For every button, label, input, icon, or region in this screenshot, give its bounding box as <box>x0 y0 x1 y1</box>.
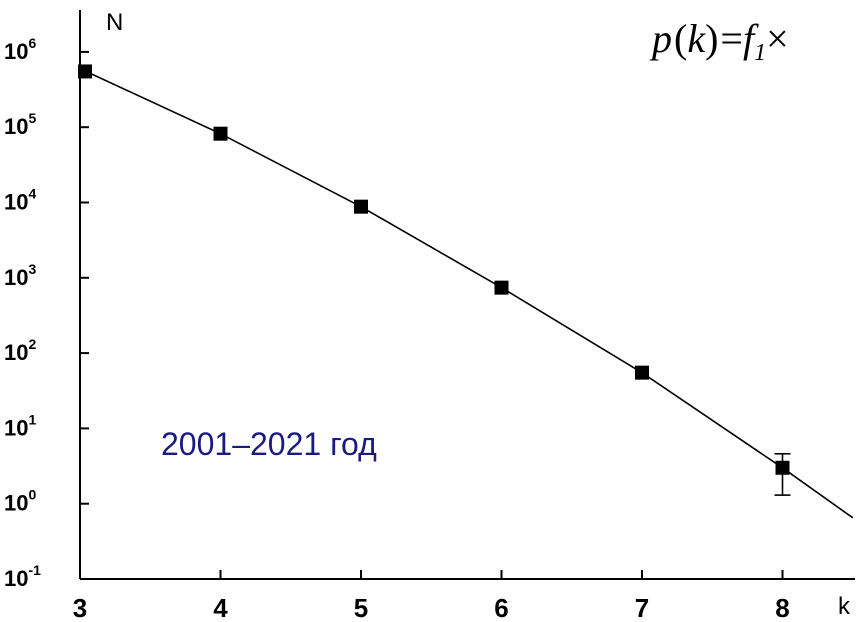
data-point <box>775 460 790 475</box>
y-tick-label: 102 <box>4 336 36 365</box>
x-tick-label: 8 <box>775 593 789 622</box>
y-tick-label: 100 <box>4 487 36 516</box>
plot-area: 106 105 104 103 102 101 100 10-1 3 4 5 6 7 8 <box>4 10 855 622</box>
y-tick-label: 104 <box>4 186 36 215</box>
x-tick-group: 3 4 5 6 7 8 <box>73 570 790 622</box>
x-tick-label: 7 <box>635 593 649 622</box>
y-tick-label: 101 <box>4 411 36 440</box>
formula-p: p <box>649 16 672 61</box>
data-point <box>78 64 92 79</box>
data-point <box>635 365 649 380</box>
data-point <box>213 126 228 141</box>
x-axis-label: k <box>838 593 851 620</box>
y-tick-label: 106 <box>4 35 36 64</box>
formula-eq: = <box>720 16 743 61</box>
formula-times: × <box>766 16 789 61</box>
formula-k: k <box>687 16 706 61</box>
data-point <box>354 199 368 214</box>
x-tick-label: 5 <box>354 593 368 622</box>
formula: p(k)=f1× <box>649 16 789 66</box>
x-tick-label: 6 <box>494 593 508 622</box>
x-tick-label: 3 <box>73 593 87 622</box>
y-tick-group: 106 105 104 103 102 101 100 10-1 <box>4 35 89 591</box>
y-axis-label: N <box>106 9 123 36</box>
formula-sub: 1 <box>754 40 766 66</box>
period-annotation: 2001–2021 год <box>161 426 377 462</box>
y-tick-label: 103 <box>4 261 36 290</box>
x-tick-label: 4 <box>213 593 228 622</box>
y-tick-label: 10-1 <box>4 562 41 591</box>
data-point <box>494 280 509 295</box>
formula-lparen: ( <box>674 16 687 61</box>
data-points <box>78 64 791 496</box>
formula-rparen: ) <box>705 16 718 61</box>
y-tick-label: 105 <box>4 110 36 139</box>
